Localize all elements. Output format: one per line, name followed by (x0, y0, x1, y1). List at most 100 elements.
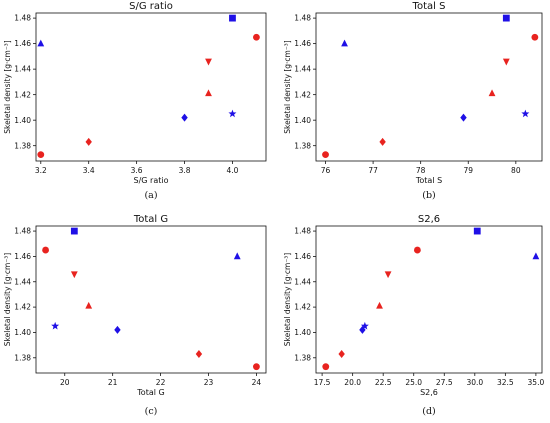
x-tick-label: 22 (156, 378, 166, 387)
x-tick-label: 27.5 (436, 378, 453, 387)
data-point-red-triangle-up (376, 301, 383, 309)
x-tick-label: 17.5 (314, 378, 331, 387)
data-point-red-triangle-up (85, 301, 93, 309)
data-point-blue-star (521, 109, 530, 118)
chart-title: Total G (133, 214, 168, 225)
data-point-red-triangle-up (488, 89, 496, 97)
y-tick-label: 1.48 (294, 14, 311, 23)
data-point-blue-square (473, 227, 481, 235)
panel-caption: (c) (145, 406, 158, 417)
data-point-blue-diamond (460, 113, 467, 122)
data-point-blue-triangle-up (532, 252, 540, 260)
data-point-red-circle (322, 363, 330, 371)
y-tick-label: 1.44 (294, 277, 311, 286)
data-point-red-triangle-down (205, 58, 212, 66)
x-tick-label: 80 (511, 166, 521, 175)
data-point-blue-star (228, 109, 237, 118)
data-point-red-circle (253, 33, 260, 41)
data-point-blue-triangle-up (341, 39, 348, 47)
x-tick-label: 23 (204, 378, 214, 387)
x-axis-label: Total S (415, 176, 442, 185)
y-tick-label: 1.48 (294, 227, 311, 236)
y-tick-label: 1.46 (14, 39, 31, 48)
panel-caption: (d) (422, 406, 436, 417)
y-axis-label: Skeletal density [g·cm⁻³] (283, 253, 292, 347)
y-tick-label: 1.40 (14, 116, 31, 125)
data-point-blue-star (51, 321, 60, 330)
data-point-red-triangle-up (205, 89, 212, 97)
plot-frame (35, 12, 267, 162)
data-point-red-triangle-down (384, 271, 392, 279)
x-tick-label: 76 (321, 166, 331, 175)
x-tick-label: 78 (416, 166, 426, 175)
y-tick-label: 1.44 (14, 277, 31, 286)
y-tick-label: 1.46 (294, 252, 311, 261)
x-tick-label: 77 (368, 166, 378, 175)
y-tick-label: 1.42 (294, 303, 311, 312)
plot-frame (35, 225, 267, 374)
data-point-red-circle (531, 33, 539, 41)
plot-frame (315, 12, 543, 162)
x-tick-label: 3.8 (179, 166, 191, 175)
data-point-red-circle (413, 246, 421, 254)
x-axis-label: S/G ratio (134, 176, 169, 185)
y-tick-label: 1.48 (14, 14, 31, 23)
x-tick-label: 21 (108, 378, 118, 387)
x-axis-label: S2,6 (420, 388, 438, 397)
y-tick-label: 1.38 (294, 353, 311, 362)
y-tick-label: 1.38 (14, 353, 31, 362)
data-point-blue-square (70, 227, 78, 235)
y-tick-label: 1.38 (294, 141, 311, 150)
x-tick-label: 20 (60, 378, 70, 387)
data-point-blue-square (502, 14, 510, 22)
y-tick-label: 1.44 (14, 65, 31, 74)
data-point-red-diamond (379, 137, 386, 146)
data-point-red-triangle-down (502, 58, 510, 66)
y-axis-label: Skeletal density [g·cm⁻³] (3, 40, 12, 134)
chart-title: S2,6 (418, 214, 440, 225)
y-tick-label: 1.42 (14, 303, 31, 312)
data-point-blue-star (360, 321, 369, 330)
y-tick-label: 1.46 (14, 252, 31, 261)
data-point-blue-diamond (114, 325, 121, 334)
x-tick-label: 25.0 (405, 378, 422, 387)
chart-title: S/G ratio (129, 1, 173, 12)
data-point-blue-triangle-up (37, 39, 45, 47)
x-tick-label: 3.6 (131, 166, 143, 175)
chart-panel-1: S/G ratio 3.2 3.4 3.6 3.8 4.0 1.38 1.40 1.42 1.44… (3, 1, 267, 201)
x-tick-label: 20.0 (344, 378, 361, 387)
x-axis-label: Total G (136, 388, 164, 397)
x-tick-label: 32.5 (497, 378, 514, 387)
chart-panel-4: S2,6 17.5 20.0 22.5 25.0 27.5 30.0 32.5 35.0 1.38… (283, 214, 544, 417)
chart-panel-2: Total S 76 77 78 79 80 1.38 1.40 1.42 1.44 1.46 1.4… (283, 1, 543, 201)
x-tick-label: 3.4 (83, 166, 95, 175)
chart-title: Total S (412, 1, 446, 12)
y-tick-label: 1.46 (294, 39, 311, 48)
y-tick-label: 1.40 (294, 116, 311, 125)
x-tick-label: 79 (463, 166, 473, 175)
data-point-blue-diamond (181, 113, 188, 122)
y-axis-label: Skeletal density [g·cm⁻³] (3, 253, 12, 347)
data-point-red-diamond (338, 349, 345, 358)
data-point-blue-triangle-up (233, 252, 241, 260)
y-axis-label: Skeletal density [g·cm⁻³] (283, 40, 292, 134)
y-tick-label: 1.40 (294, 328, 311, 337)
y-tick-label: 1.40 (14, 328, 31, 337)
data-point-red-circle (42, 246, 49, 254)
y-tick-label: 1.38 (14, 141, 31, 150)
data-point-red-diamond (195, 349, 203, 358)
y-tick-label: 1.48 (14, 227, 31, 236)
plot-frame (315, 225, 543, 374)
data-point-red-circle (322, 151, 329, 159)
data-point-red-circle (37, 151, 45, 159)
y-tick-label: 1.42 (294, 90, 311, 99)
panel-caption: (a) (144, 190, 157, 201)
y-tick-label: 1.42 (14, 90, 31, 99)
data-point-red-circle (253, 363, 260, 371)
chart-panel-3: Total G 20 21 22 23 24 1.38 1.40 1.42 1.44 1.46 1.4… (3, 214, 267, 417)
panel-caption: (b) (422, 190, 436, 201)
x-tick-label: 24 (252, 378, 262, 387)
data-point-blue-square (229, 14, 236, 22)
x-tick-label: 30.0 (466, 378, 483, 387)
